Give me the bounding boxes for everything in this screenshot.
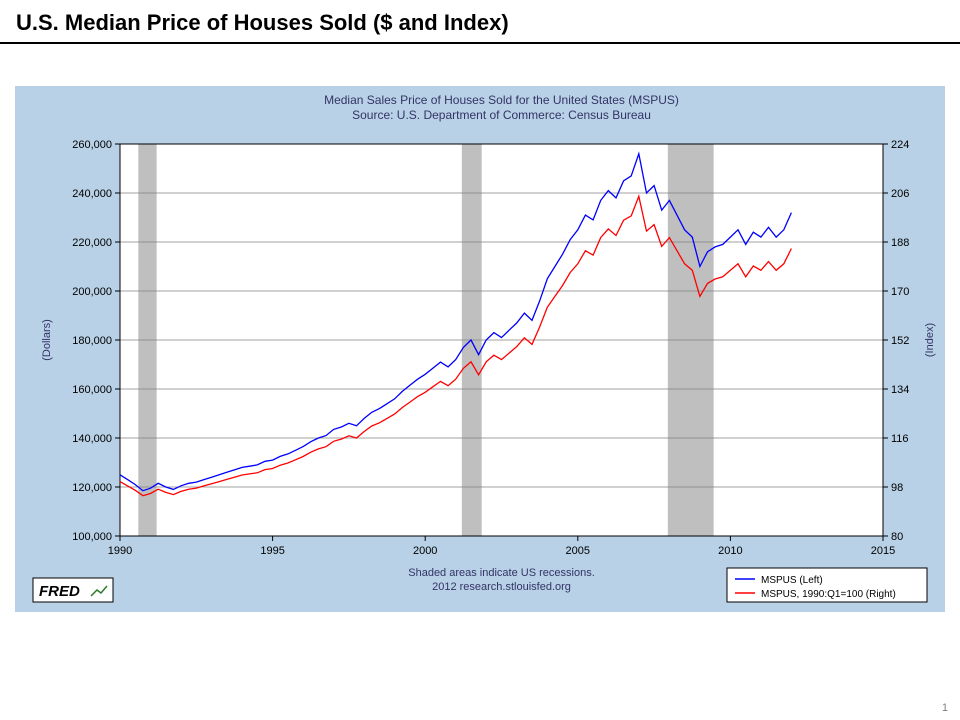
chart-title-line: Median Sales Price of Houses Sold for th… [324, 93, 679, 107]
title-rule [0, 42, 960, 44]
chart-title-line: Source: U.S. Department of Commerce: Cen… [352, 108, 651, 122]
yticklabel-right: 98 [891, 482, 903, 494]
yticklabel-left: 220,000 [72, 237, 112, 249]
yticklabel-right: 170 [891, 286, 909, 298]
xticklabel: 2010 [718, 545, 742, 557]
yticklabel-right: 152 [891, 335, 909, 347]
yticklabel-left: 240,000 [72, 188, 112, 200]
y-axis-label-left: (Dollars) [41, 319, 53, 361]
yticklabel-right: 206 [891, 188, 909, 200]
yticklabel-left: 180,000 [72, 335, 112, 347]
xticklabel: 2000 [413, 545, 437, 557]
xticklabel: 1990 [108, 545, 132, 557]
legend-label: MSPUS (Left) [761, 575, 823, 586]
yticklabel-left: 260,000 [72, 139, 112, 151]
yticklabel-right: 134 [891, 384, 909, 396]
yticklabel-right: 188 [891, 237, 909, 249]
yticklabel-left: 100,000 [72, 531, 112, 543]
chart-footer-line: Shaded areas indicate US recessions. [408, 567, 595, 579]
legend-label: MSPUS, 1990:Q1=100 (Right) [761, 589, 896, 600]
yticklabel-left: 120,000 [72, 482, 112, 494]
yticklabel-left: 140,000 [72, 433, 112, 445]
yticklabel-left: 160,000 [72, 384, 112, 396]
xticklabel: 2005 [566, 545, 590, 557]
yticklabel-left: 200,000 [72, 286, 112, 298]
fred-logo-text: FRED [39, 583, 80, 600]
xticklabel: 1995 [260, 545, 284, 557]
y-axis-label-right: (Index) [924, 323, 936, 357]
yticklabel-right: 224 [891, 139, 909, 151]
chart-footer-line: 2012 research.stlouisfed.org [432, 581, 571, 593]
xticklabel: 2015 [871, 545, 895, 557]
page-title: U.S. Median Price of Houses Sold ($ and … [16, 10, 509, 36]
yticklabel-right: 116 [891, 433, 909, 445]
yticklabel-right: 80 [891, 531, 903, 543]
fred-chart: Median Sales Price of Houses Sold for th… [15, 86, 945, 612]
page-number: 1 [942, 702, 948, 714]
